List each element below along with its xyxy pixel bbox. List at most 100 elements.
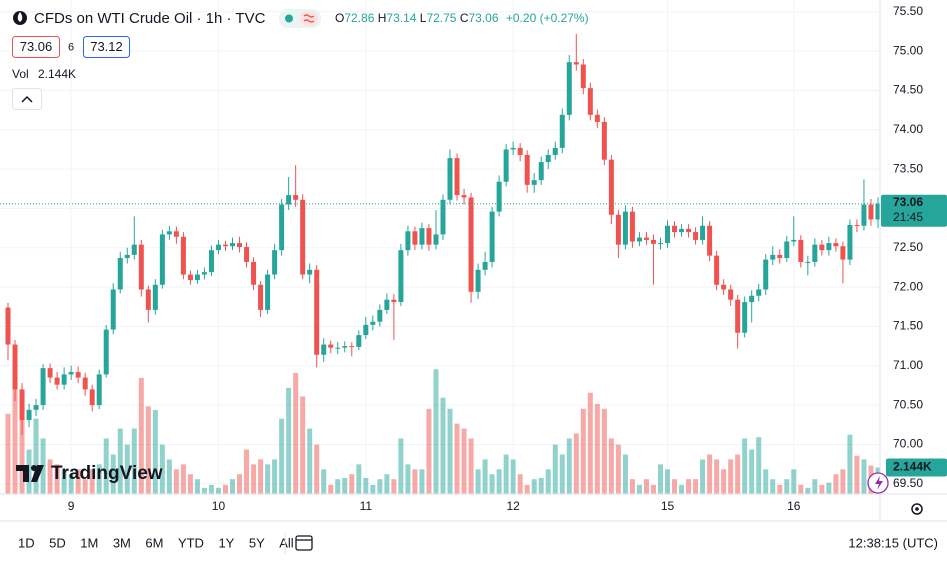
y-tick-label: 73.50	[893, 161, 923, 175]
timeframe-button[interactable]: 3M	[113, 535, 131, 550]
candle-body	[861, 204, 867, 226]
volume-bar	[580, 408, 586, 494]
clock[interactable]: 12:38:15 (UTC)	[848, 535, 938, 550]
candle-body	[19, 389, 25, 421]
volume-bar	[201, 487, 207, 494]
ask[interactable]: 73.12	[90, 39, 123, 54]
candle-body	[847, 224, 853, 260]
candle-body	[798, 239, 804, 262]
volume-bar	[510, 459, 516, 494]
volume-bar	[819, 484, 825, 494]
candle-body	[496, 181, 502, 212]
volume-bar	[552, 444, 558, 494]
candle-body	[615, 214, 621, 245]
y-tick-label: 74.50	[893, 83, 923, 97]
volume-bar	[173, 469, 179, 494]
candle-body	[5, 307, 11, 345]
collapse-button[interactable]	[12, 88, 42, 110]
candle-body	[124, 254, 130, 259]
candle-body	[363, 324, 369, 336]
candle-body	[89, 389, 95, 406]
candle-body	[629, 211, 635, 242]
candle-body	[321, 344, 327, 355]
volume-bar	[433, 369, 439, 494]
candle-body	[265, 274, 271, 310]
volume-bar	[496, 469, 502, 494]
volume-bar	[166, 459, 172, 494]
y-tick-label: 75.00	[893, 43, 923, 57]
volume-bar	[756, 437, 762, 494]
candle-body	[482, 261, 488, 270]
settings-icon	[915, 507, 919, 511]
volume-bar	[138, 377, 144, 494]
settings-button[interactable]	[911, 503, 923, 515]
candle-body	[749, 295, 755, 303]
volume-bar	[230, 479, 236, 494]
timeframe-button[interactable]: 1Y	[218, 535, 234, 550]
candle-body	[433, 234, 439, 245]
candle-body	[517, 147, 523, 155]
candle-body	[237, 243, 243, 247]
candle-body	[461, 195, 467, 198]
volume-bar	[54, 464, 60, 494]
volume-bar	[721, 469, 727, 494]
volume-bar	[454, 423, 460, 494]
volume-bar	[566, 438, 572, 494]
volume-bar	[763, 469, 769, 494]
candle-body	[349, 346, 355, 348]
volume-bar	[384, 474, 390, 494]
volume-bar	[770, 479, 776, 494]
volume-bar	[679, 484, 685, 494]
timeframe-button[interactable]: 6M	[145, 535, 163, 550]
volume-bar	[131, 428, 137, 494]
volume-bar	[426, 408, 432, 494]
volume-bar	[524, 484, 530, 494]
sell-button[interactable]	[12, 36, 60, 58]
timeframe-button[interactable]: 1D	[18, 535, 35, 550]
y-tick-label: 71.50	[893, 319, 923, 333]
bid[interactable]: 73.06	[20, 39, 53, 54]
candle-body	[54, 377, 60, 385]
candle-body	[531, 180, 537, 185]
x-tick-label: 12	[506, 499, 520, 513]
date-range-button[interactable]	[295, 535, 313, 551]
volume-bar	[33, 418, 39, 494]
candle-body	[447, 158, 453, 200]
volume-bar	[265, 464, 271, 494]
volume-bar	[482, 459, 488, 494]
buy-button[interactable]	[83, 36, 130, 58]
y-tick-label: 75.50	[893, 4, 923, 18]
volume-bar	[187, 474, 193, 494]
volume-bar	[117, 428, 123, 494]
y-tick-label: 74.00	[893, 122, 923, 136]
candle-body	[700, 225, 706, 240]
candle-body	[636, 237, 642, 242]
candle-body	[117, 258, 123, 290]
volume-bar	[707, 454, 713, 494]
timeframe-button[interactable]: YTD	[178, 535, 204, 550]
timeframe-button[interactable]: 1M	[80, 535, 98, 550]
volume-bar	[110, 454, 116, 494]
volume-bar	[784, 479, 790, 494]
ohlc-label: H	[378, 11, 387, 25]
delay-badge[interactable]	[300, 11, 318, 26]
candle-body	[468, 197, 474, 292]
x-tick-label: 10	[212, 499, 226, 513]
volume-bar	[847, 434, 853, 494]
volume-bar	[636, 484, 642, 494]
volume-bar	[861, 459, 867, 494]
timeframe-button[interactable]: 5Y	[249, 535, 265, 550]
volume-bar	[812, 479, 818, 494]
timeframe-button[interactable]: All	[279, 535, 294, 550]
ohlc-value: 72.86	[344, 11, 374, 25]
candle-body	[12, 344, 18, 390]
volume-bar	[419, 469, 425, 494]
volume-legend-value: 2.144K	[38, 67, 76, 81]
candle-body	[110, 289, 116, 330]
volume-bar	[489, 474, 495, 494]
timeframe-button[interactable]: 5D	[49, 535, 66, 550]
volume-bar	[335, 479, 341, 494]
candle-body	[328, 344, 334, 348]
volume-bar	[159, 444, 165, 494]
market-open-dot	[285, 14, 293, 23]
